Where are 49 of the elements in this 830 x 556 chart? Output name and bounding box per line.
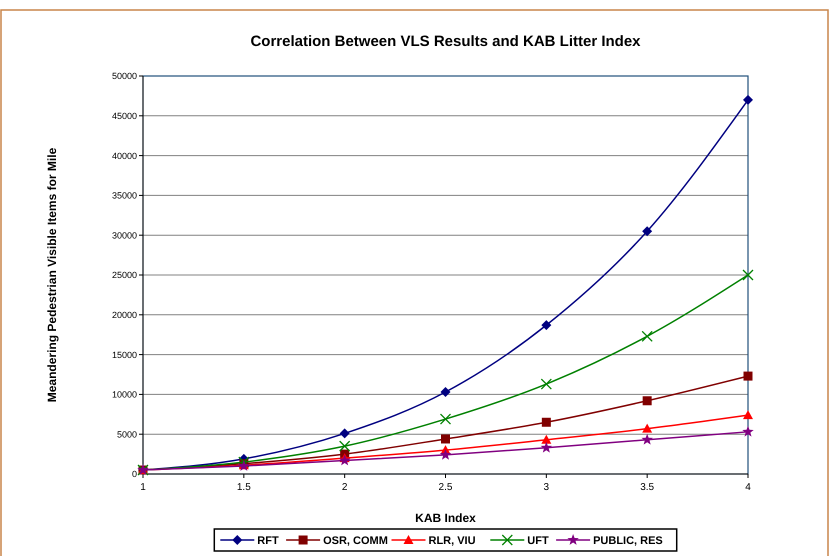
y-tick-label: 25000: [112, 270, 137, 280]
x-tick-label: 1.5: [236, 482, 252, 493]
x-tick-label: 4: [745, 482, 752, 493]
y-axis-title: Meandering Pedestrian Visible Items for Mile: [45, 147, 59, 402]
point: [742, 269, 754, 281]
chart-title: Correlation Between VLS Results and KAB Litter Index: [250, 33, 642, 50]
point: [338, 454, 350, 466]
legend-label: RLR, VIU: [428, 534, 476, 547]
x-tick-label: 3: [544, 482, 550, 493]
point: [742, 426, 754, 437]
x-tick-label: 2.5: [438, 482, 453, 493]
point: [440, 413, 452, 425]
point: [642, 226, 652, 236]
point: [642, 396, 652, 406]
point: [339, 440, 350, 452]
y-tick-label: 20000: [112, 310, 137, 320]
x-tick-label: 3.5: [640, 482, 655, 493]
point: [744, 372, 752, 381]
y-tick-label: 10000: [112, 390, 137, 400]
point: [743, 410, 753, 420]
y-tick-label: 40000: [112, 150, 137, 161]
x-axis-title: KAB Index: [415, 511, 476, 525]
point: [540, 378, 552, 390]
point: [541, 434, 552, 444]
point: [340, 428, 350, 438]
y-tick-label: 5000: [116, 429, 137, 440]
y-tick-label: 15000: [112, 350, 137, 360]
point: [542, 418, 551, 427]
y-tick-label: 45000: [112, 110, 137, 121]
x-tick-label: 2: [342, 482, 348, 493]
y-tick-label: 50000: [112, 71, 137, 82]
legend-label: PUBLIC, RES: [593, 534, 663, 547]
point: [440, 448, 452, 460]
point: [541, 320, 552, 330]
point: [641, 434, 653, 445]
x-tick-label: 1: [140, 482, 146, 493]
legend-label: OSR, COMM: [323, 534, 388, 547]
point: [440, 387, 450, 398]
y-tick-label: 30000: [112, 230, 137, 240]
point: [238, 456, 250, 468]
legend-label: RFT: [257, 534, 279, 547]
point: [642, 330, 653, 342]
point: [642, 424, 652, 433]
point: [441, 434, 450, 444]
point: [743, 94, 753, 105]
legend-label: UFT: [527, 534, 549, 547]
y-tick-label: 35000: [112, 190, 137, 201]
y-tick-label: 0: [132, 469, 137, 480]
point: [540, 442, 552, 453]
